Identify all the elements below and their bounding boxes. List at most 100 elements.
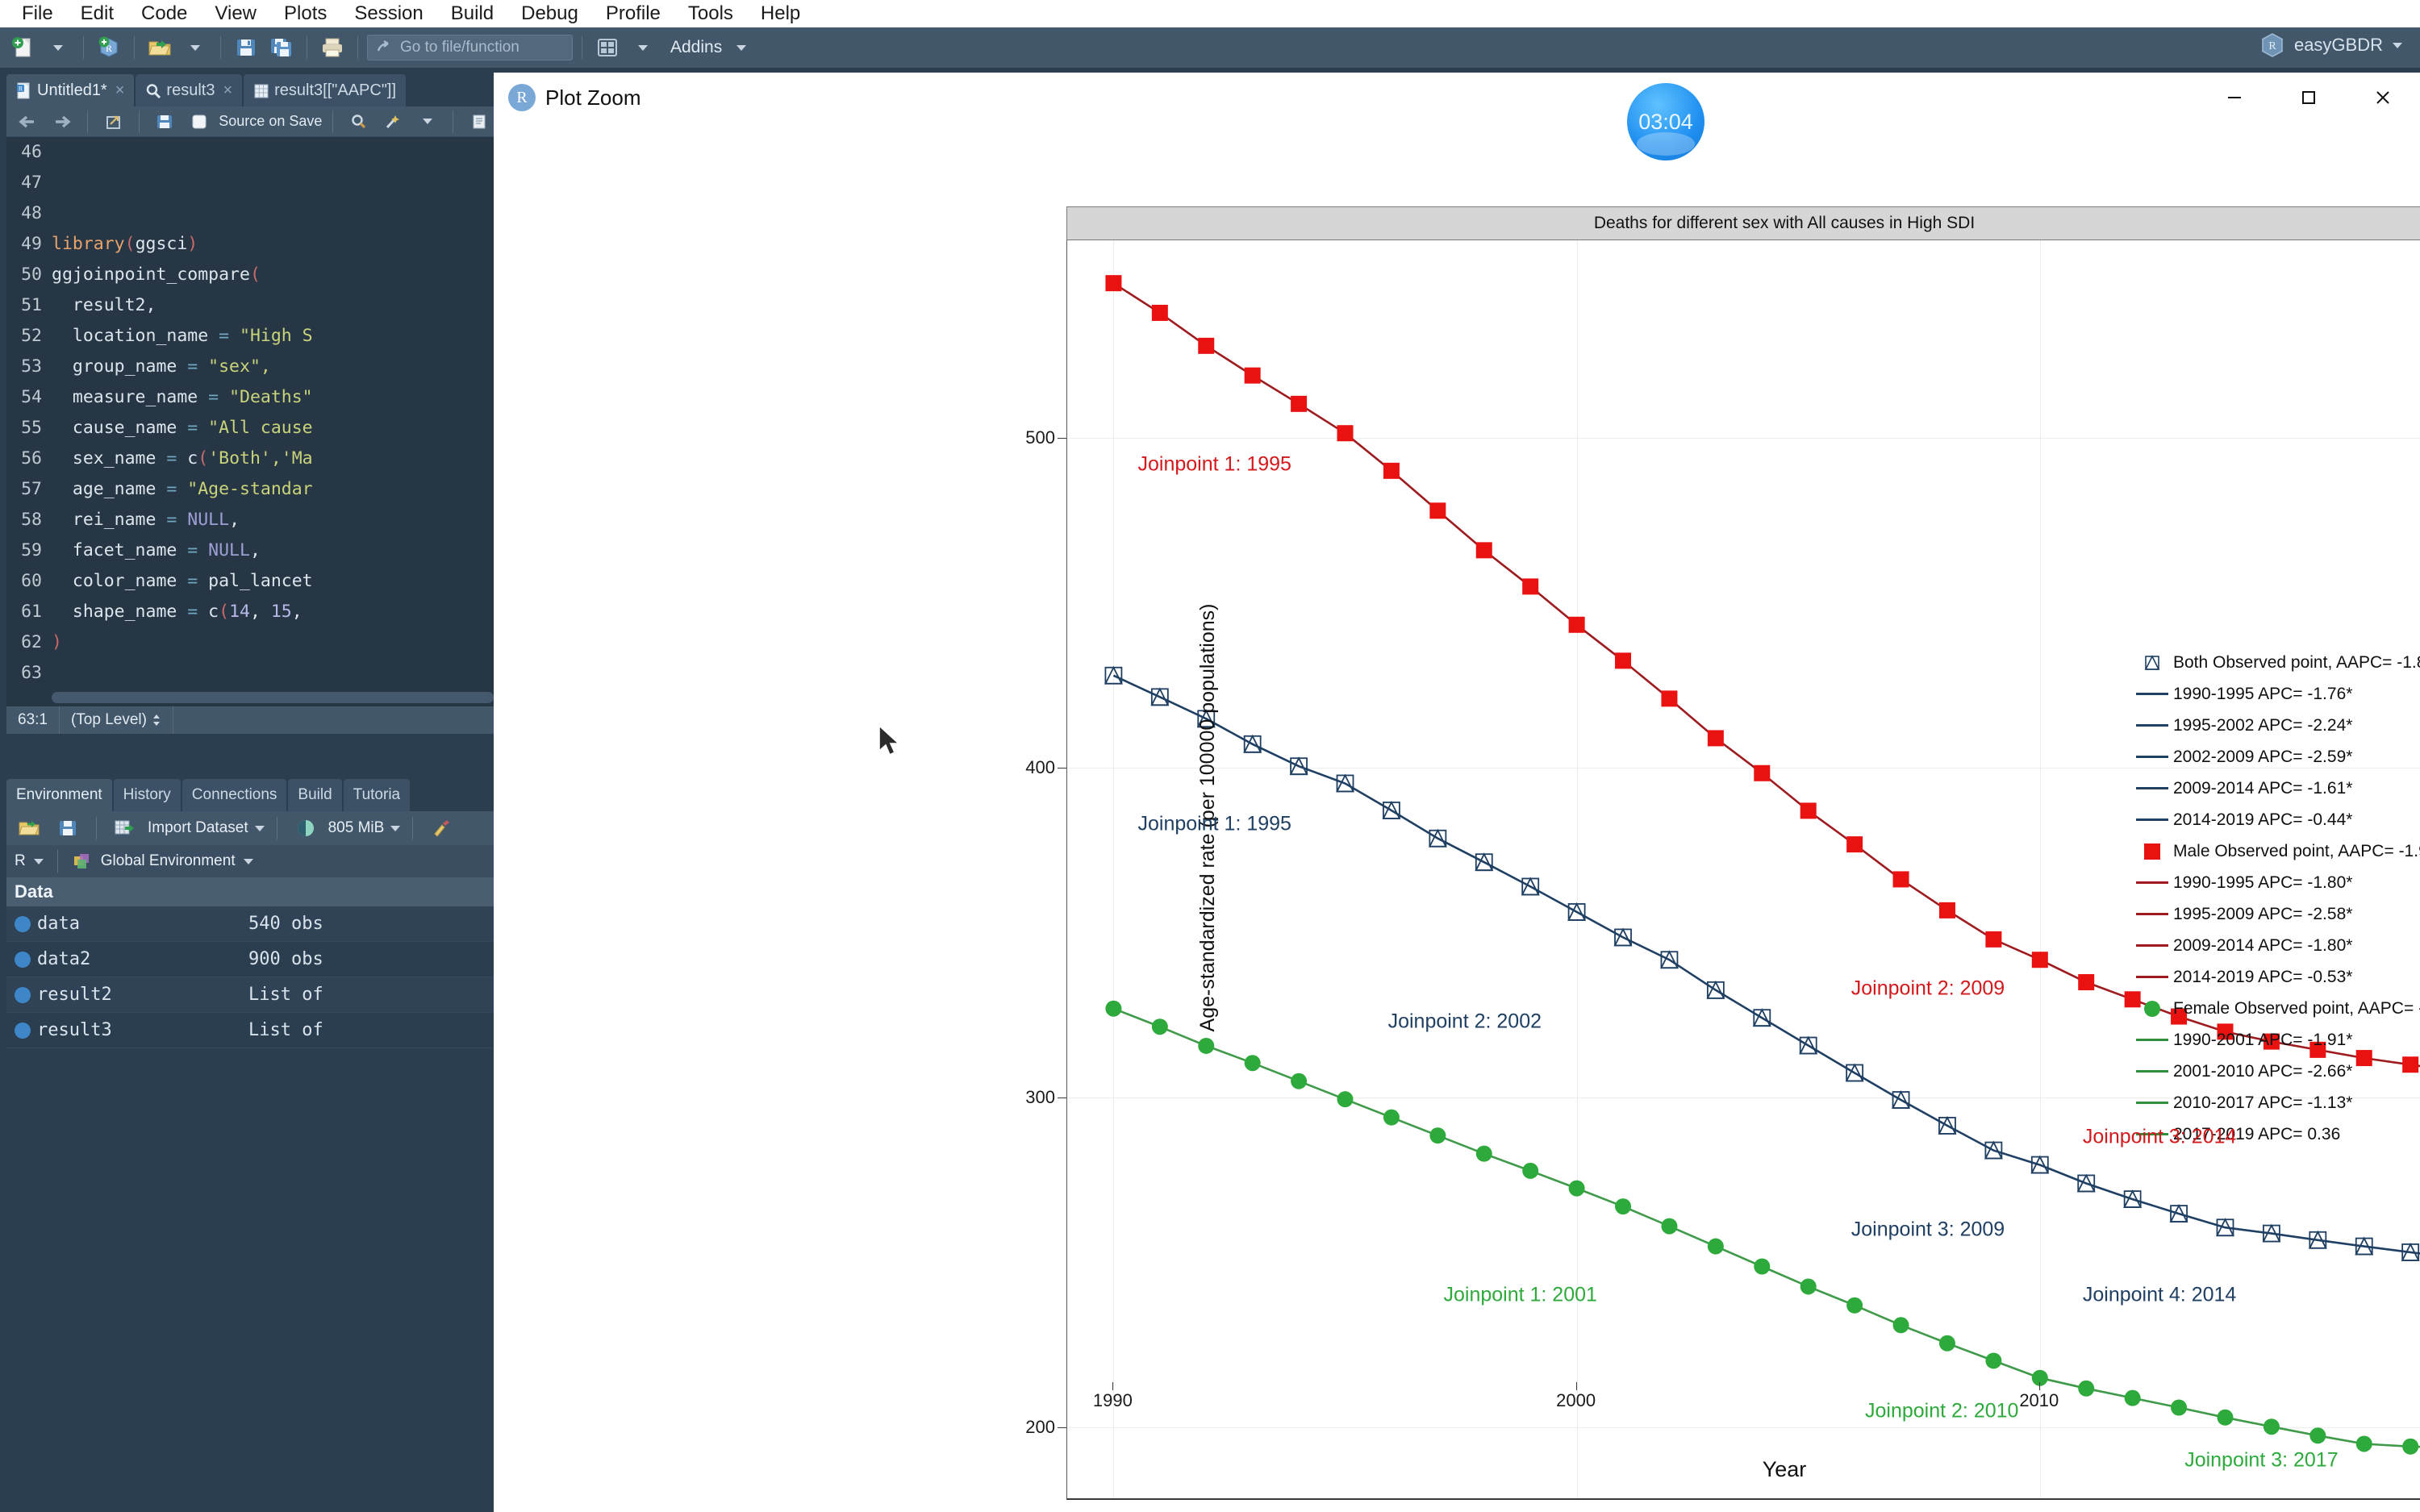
legend-label: 2001-2010 APC= -2.66* xyxy=(2173,1061,2353,1081)
environment-row[interactable]: result2 List of xyxy=(6,977,500,1013)
import-dataset-label[interactable]: Import Dataset xyxy=(148,819,248,836)
environment-row[interactable]: data 540 obs xyxy=(6,906,500,942)
back-arrow-icon[interactable] xyxy=(13,107,43,136)
find-icon[interactable] xyxy=(344,107,373,136)
environment-row[interactable]: result3 List of xyxy=(6,1013,500,1048)
menu-item-edit[interactable]: Edit xyxy=(80,2,115,24)
code-line[interactable]: 58 rei_name = NULL, xyxy=(6,505,500,535)
source-on-save-checkbox[interactable] xyxy=(185,107,215,136)
forward-arrow-icon[interactable] xyxy=(48,107,77,136)
menu-item-profile[interactable]: Profile xyxy=(605,2,661,24)
line-number: 61 xyxy=(21,602,42,622)
close-tab-icon[interactable]: × xyxy=(115,81,125,99)
code-line[interactable]: 57 age_name = "Age-standar xyxy=(6,474,500,505)
code-line[interactable]: 47 xyxy=(6,168,500,198)
project-selector[interactable]: R easyGBDR xyxy=(2260,32,2402,58)
project-dropdown-icon[interactable] xyxy=(2393,42,2402,48)
menu-item-tools[interactable]: Tools xyxy=(687,2,733,24)
code-line[interactable]: 60 color_name = pal_lancet xyxy=(6,566,500,597)
language-selector[interactable]: R xyxy=(15,852,26,869)
new-file-icon[interactable] xyxy=(6,33,39,62)
import-dataset-dropdown-icon[interactable] xyxy=(254,825,265,831)
new-project-icon[interactable]: R xyxy=(93,33,125,62)
memory-dropdown-icon[interactable] xyxy=(390,825,401,831)
language-dropdown-icon[interactable] xyxy=(33,858,44,864)
scope-selector[interactable]: (Top Level) xyxy=(60,706,173,734)
code-line[interactable]: 51 result2, xyxy=(6,290,500,321)
code-line[interactable]: 59 facet_name = NULL, xyxy=(6,535,500,566)
addins-dropdown-icon[interactable] xyxy=(725,33,757,62)
goto-file-function-input[interactable]: Go to file/function xyxy=(367,35,573,60)
code-line[interactable]: 53 group_name = "sex", xyxy=(6,352,500,382)
close-tab-icon[interactable]: × xyxy=(223,81,233,99)
open-file-icon[interactable] xyxy=(144,33,176,62)
open-file-dropdown-icon[interactable] xyxy=(179,33,211,62)
code-line[interactable]: 46 xyxy=(6,137,500,168)
code-line[interactable]: 55 cause_name = "All cause xyxy=(6,413,500,444)
menu-item-session[interactable]: Session xyxy=(354,2,424,24)
menu-item-code[interactable]: Code xyxy=(141,2,188,24)
environment-row[interactable]: data2 900 obs xyxy=(6,942,500,977)
show-in-new-window-icon[interactable] xyxy=(98,107,128,136)
code-line[interactable]: 50 ggjoinpoint_compare( xyxy=(6,260,500,290)
menu-item-plots[interactable]: Plots xyxy=(284,2,328,24)
memory-usage-label[interactable]: 805 MiB xyxy=(328,819,385,836)
code-editor[interactable]: 46 47 48 49 library(ggsci) 50 ggjoinpoint_comp… xyxy=(6,137,500,706)
menu-item-help[interactable]: Help xyxy=(760,2,801,24)
code-lines[interactable]: 46 47 48 49 library(ggsci) 50 ggjoinpoint_comp… xyxy=(6,137,500,689)
global-environment-selector[interactable]: Global Environment xyxy=(100,852,236,869)
code-line[interactable]: 61 shape_name = c(14, 15, xyxy=(6,597,500,627)
menu-item-file[interactable]: File xyxy=(22,2,53,24)
import-dataset-icon[interactable] xyxy=(109,814,141,843)
environment-tab-history[interactable]: History xyxy=(113,779,181,811)
save-source-icon[interactable] xyxy=(150,107,180,136)
expand-icon[interactable] xyxy=(15,1022,31,1039)
code-line[interactable]: 62) xyxy=(6,627,500,658)
code-line[interactable]: 56 sex_name = c('Both','Ma xyxy=(6,444,500,474)
expand-icon[interactable] xyxy=(15,915,31,932)
minimize-button[interactable] xyxy=(2197,73,2272,123)
code-line[interactable]: 54 measure_name = "Deaths" xyxy=(6,382,500,413)
print-icon[interactable] xyxy=(316,33,348,62)
compile-report-icon[interactable] xyxy=(464,107,494,136)
environment-tab-connections[interactable]: Connections xyxy=(182,779,287,811)
maximize-button[interactable] xyxy=(2272,73,2346,123)
source-tab-1[interactable]: R Untitled1* × xyxy=(6,74,135,106)
global-env-dropdown-icon[interactable] xyxy=(243,858,253,864)
code-tools-dropdown-icon[interactable] xyxy=(413,107,443,136)
memory-usage-icon[interactable] xyxy=(290,814,322,843)
legend-line xyxy=(2136,976,2168,978)
expand-icon[interactable] xyxy=(15,986,31,1003)
code-line[interactable]: 52 location_name = "High S xyxy=(6,321,500,352)
source-tab-3[interactable]: result3[["AAPC"]] xyxy=(244,74,407,106)
clear-workspace-icon[interactable] xyxy=(425,814,457,843)
source-on-save-label[interactable]: Source on Save xyxy=(219,113,323,129)
environment-tab-environment[interactable]: Environment xyxy=(6,779,112,811)
save-workspace-icon[interactable] xyxy=(52,814,84,843)
menu-item-debug[interactable]: Debug xyxy=(521,2,578,24)
code-line[interactable]: 48 xyxy=(6,198,500,229)
save-all-icon[interactable] xyxy=(265,33,298,62)
new-file-dropdown-icon[interactable] xyxy=(42,33,74,62)
y-axis-tick-mark xyxy=(1058,1427,1066,1429)
load-workspace-icon[interactable] xyxy=(13,814,45,843)
menu-item-view[interactable]: View xyxy=(215,2,257,24)
y-axis-tick-label: 400 xyxy=(1025,757,1055,778)
expand-icon[interactable] xyxy=(15,951,31,968)
addins-label[interactable]: Addins xyxy=(670,38,723,56)
code-line[interactable]: 63 xyxy=(6,658,500,689)
workspace-panes-dropdown-icon[interactable] xyxy=(627,33,659,62)
workspace-panes-icon[interactable] xyxy=(591,33,624,62)
legend-line-swatch xyxy=(2131,1039,2173,1041)
source-tab-2[interactable]: result3 × xyxy=(136,74,243,106)
save-icon[interactable] xyxy=(230,33,262,62)
menu-item-build[interactable]: Build xyxy=(450,2,494,24)
environment-tab-build[interactable]: Build xyxy=(288,779,342,811)
environment-tab-tutoria[interactable]: Tutoria xyxy=(343,779,411,811)
code-tools-icon[interactable] xyxy=(378,107,408,136)
data-point-female xyxy=(1892,1317,1909,1334)
editor-horizontal-scrollbar[interactable] xyxy=(52,692,494,703)
data-point-female xyxy=(1244,1055,1261,1072)
code-line[interactable]: 49 library(ggsci) xyxy=(6,229,500,260)
close-button[interactable] xyxy=(2346,73,2420,123)
